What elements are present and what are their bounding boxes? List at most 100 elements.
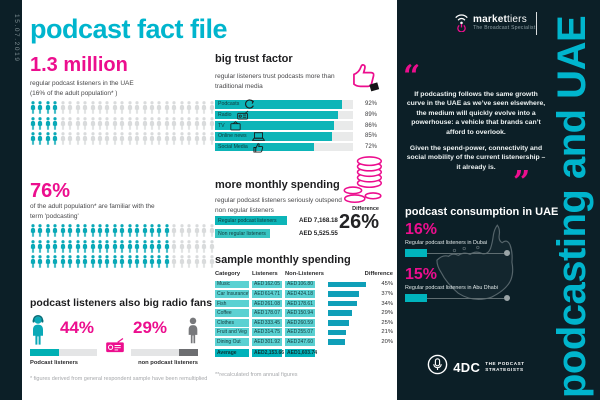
person-icon	[52, 224, 58, 237]
trust-bar-label: Radio	[218, 111, 232, 118]
person-icon	[67, 132, 73, 145]
brand-tagline: The Broadcast Specialist	[473, 25, 536, 31]
person-icon	[112, 132, 118, 145]
person-icon	[142, 101, 148, 114]
brand-bold: market	[473, 14, 507, 25]
sample-section-title: sample monthly spending	[215, 254, 351, 266]
familiar-desc-line2: term 'podcasting'	[30, 212, 79, 220]
person-icon	[149, 239, 155, 253]
map-location-dot	[504, 295, 510, 302]
familiar-stat: 76%	[30, 180, 71, 202]
person-icon	[82, 132, 88, 145]
person-icon	[45, 101, 51, 114]
coins-icon	[342, 152, 384, 210]
cell-category: Music	[215, 280, 249, 289]
person-icon	[179, 101, 185, 114]
person-icon	[201, 101, 207, 114]
person-icon	[37, 101, 43, 114]
table-row: Clothes AED 333.45 AED 260.59 25%	[215, 318, 393, 327]
person-icon	[209, 224, 215, 237]
familiar-desc: of the adult population* are familiar wi…	[30, 202, 155, 222]
trust-bar-row: TV 86%	[215, 120, 379, 131]
table-row: Fruit and Veg AED 314.75 AED 255.07 21%	[215, 328, 393, 337]
person-icon	[142, 239, 148, 253]
person-icon	[52, 101, 58, 114]
person-icon	[30, 116, 36, 130]
difference-label: Difference	[352, 206, 379, 212]
person-icon	[179, 132, 185, 145]
person-icon	[45, 116, 51, 130]
person-icon	[90, 101, 96, 114]
difference-bar	[328, 281, 366, 288]
spending-section-title: more monthly spending	[215, 179, 340, 191]
person-icon	[119, 101, 125, 114]
person-icon	[112, 224, 118, 237]
person-icon	[119, 116, 125, 130]
person-icon	[45, 255, 51, 268]
person-icon	[119, 255, 125, 268]
person-icon	[45, 224, 51, 237]
spending-bar-label: Regular podcast listeners	[218, 217, 277, 224]
person-icon	[164, 116, 170, 130]
difference-bar	[328, 291, 360, 297]
person-icon	[82, 224, 88, 237]
consumption-stat: 16%	[405, 221, 438, 238]
cell-non-listeners: AED 260.59	[285, 318, 315, 327]
radio-right-bar-fill	[178, 349, 198, 356]
consumption-bar-row	[405, 294, 510, 303]
thumbs-up-icon	[347, 62, 380, 97]
trust-bar-chart: Podcasts 92% Radio 89% TV 86% Online news 85% So…	[215, 99, 379, 153]
radio-icon	[105, 338, 125, 358]
difference-percent: 37%	[381, 290, 393, 297]
person-icon	[201, 132, 207, 145]
trust-bar-fill: Radio	[215, 110, 338, 120]
trust-bar-percent: 89%	[364, 111, 377, 118]
cell-non-listeners: AED 1,603.74	[285, 348, 318, 357]
person-icon	[82, 255, 88, 268]
person-icon	[171, 255, 177, 268]
trust-bar-percent: 86%	[364, 122, 377, 129]
person-icon	[82, 239, 88, 253]
cell-non-listeners: AED 255.07	[285, 328, 315, 337]
consumption-item: 16% Regular podcast listeners in Dubai	[405, 221, 515, 258]
footnote-table: **recalculated from annual figures	[215, 372, 298, 378]
person-icon	[67, 255, 73, 268]
trust-bar-track: Radio	[215, 110, 353, 120]
social-icon	[253, 142, 264, 153]
spending-bar-fill: Regular podcast listeners	[215, 216, 287, 225]
trust-bar-fill: Online news	[215, 132, 333, 141]
person-icon	[149, 224, 155, 237]
radio-icon	[236, 110, 249, 120]
difference-bar	[328, 310, 353, 316]
person-icon	[164, 101, 170, 114]
person-icon	[52, 255, 58, 268]
laptop-icon	[251, 132, 265, 141]
cell-non-listeners: AED 106.80	[285, 280, 315, 289]
trust-desc-line2: traditional media	[215, 82, 263, 90]
map-pointer-line	[427, 252, 504, 254]
right-panel: markettiers The Broadcast Specialist “ I…	[397, 0, 600, 400]
person-icon	[104, 101, 110, 114]
difference-percent: 20%	[381, 338, 393, 345]
person-icon	[194, 116, 200, 130]
cell-non-listeners: AED 150.94	[285, 309, 315, 318]
trust-bar-fill: Podcasts	[215, 99, 342, 109]
header-category: Category	[215, 271, 241, 277]
person-icon	[104, 224, 110, 237]
spending-bar-label: Non regular listeners	[218, 230, 266, 237]
4dc-logo: 4DC THE PODCAST STRATEGISTS	[405, 354, 547, 380]
difference-value: 26%	[338, 211, 379, 233]
person-icon	[52, 132, 58, 145]
person-icon	[179, 255, 185, 268]
person-icon	[194, 255, 200, 268]
consumption-item: 15% Regular podcast listeners in Abu Dhab…	[405, 266, 515, 303]
person-icon	[60, 255, 66, 268]
sample-spending-table: Category Listeners Non-Listeners Differe…	[215, 271, 393, 358]
spending-desc-line1: regular podcast listeners seriously outs…	[215, 197, 342, 204]
person-icon	[97, 239, 103, 253]
person-icon	[134, 132, 140, 145]
brand-light: tiers	[507, 14, 527, 25]
trust-bar-row: Online news 85%	[215, 132, 379, 141]
person-icon	[186, 239, 192, 253]
pictogram-row	[30, 255, 216, 268]
